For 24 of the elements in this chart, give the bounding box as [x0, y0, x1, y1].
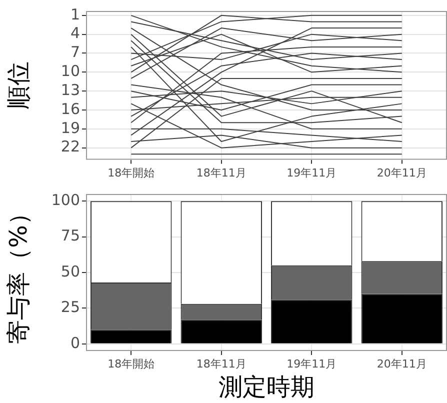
y-tick-label: 19 [60, 118, 80, 137]
y-tick-label: 25 [60, 298, 80, 316]
y-tick-label: 100 [51, 191, 80, 210]
y-tick-label: 13 [60, 80, 80, 99]
x-axis-title: 測定時期 [218, 372, 314, 401]
x-tick-label: 19年11月 [286, 166, 337, 180]
y-tick-label: 4 [70, 24, 80, 42]
x-tick-label: 20年11月 [376, 166, 427, 180]
y-tick-label: 10 [60, 62, 80, 80]
y-tick-label: 75 [60, 226, 80, 245]
y-tick-label: 7 [70, 43, 80, 62]
y-tick-label: 50 [60, 262, 80, 280]
x-tick-label: 18年開始 [108, 166, 155, 180]
x-tick-label: 18年11月 [196, 166, 246, 180]
y-axis-title: 順位 [4, 61, 33, 110]
x-tick-label: 18年11月 [196, 357, 246, 370]
x-tick-label: 19年11月 [286, 357, 337, 370]
y-axis-title: 寄与率（%） [4, 201, 33, 344]
x-tick-label: 20年11月 [376, 357, 427, 370]
x-tick-label: 18年開始 [108, 357, 155, 370]
y-tick-label: 16 [60, 100, 80, 118]
y-tick-label: 0 [70, 334, 80, 352]
y-tick-label: 1 [70, 5, 80, 24]
y-tick-label: 22 [60, 138, 80, 156]
